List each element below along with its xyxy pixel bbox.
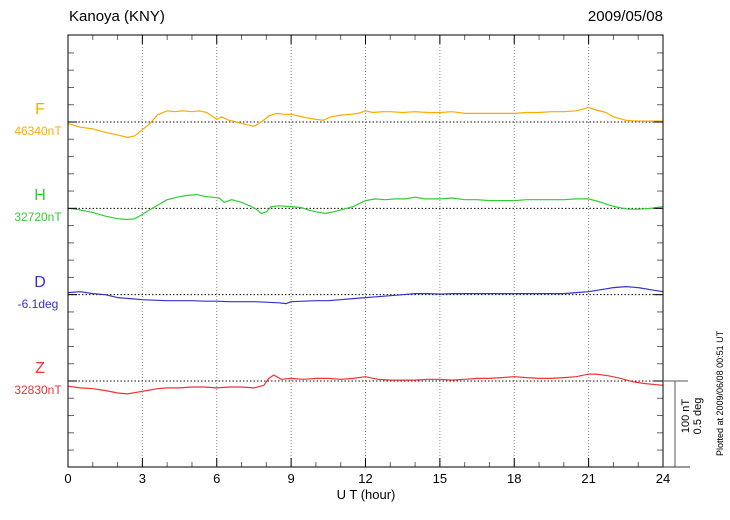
channel-baseline-value-F: 46340nT — [14, 124, 62, 138]
x-tick-label-21: 21 — [581, 471, 596, 486]
x-tick-label-0: 0 — [64, 471, 72, 486]
channel-letter-F: F — [35, 101, 45, 118]
channel-letter-D: D — [34, 273, 46, 291]
channel-letter-H: H — [34, 187, 46, 205]
trace-Z — [67, 373, 664, 395]
x-tick-label-15: 15 — [432, 471, 448, 486]
channel-baseline-value-D: -6.1deg — [17, 296, 59, 311]
x-tick-label-3: 3 — [138, 471, 146, 486]
channel-letter-Z: Z — [35, 359, 45, 377]
plot-generated-graphics — [67, 34, 690, 468]
x-tick-label-9: 9 — [287, 471, 295, 486]
x-tick-label-6: 6 — [213, 471, 221, 486]
plot-frame — [67, 34, 664, 468]
trace-H — [67, 194, 664, 221]
trace-F — [67, 106, 664, 139]
plotted-at-note: Plotted at 2009/06/08 00:51 UT — [715, 330, 725, 456]
x-axis-label: U T (hour) — [336, 487, 396, 502]
x-tick-label-18: 18 — [507, 471, 522, 486]
x-tick-label-12: 12 — [358, 471, 373, 486]
scale-bar-label-nt: 100 nT — [680, 399, 692, 434]
trace-D — [67, 286, 664, 305]
page-title: Kanoya (KNY) — [69, 8, 165, 25]
channel-baseline-value-Z: 32830nT — [14, 382, 62, 397]
channel-baseline-value-H: 32720nT — [14, 210, 62, 225]
x-tick-label-24: 24 — [655, 471, 671, 486]
plot-date: 2009/05/08 — [587, 8, 663, 25]
scale-bar-label-deg: 0.5 deg — [692, 398, 704, 435]
